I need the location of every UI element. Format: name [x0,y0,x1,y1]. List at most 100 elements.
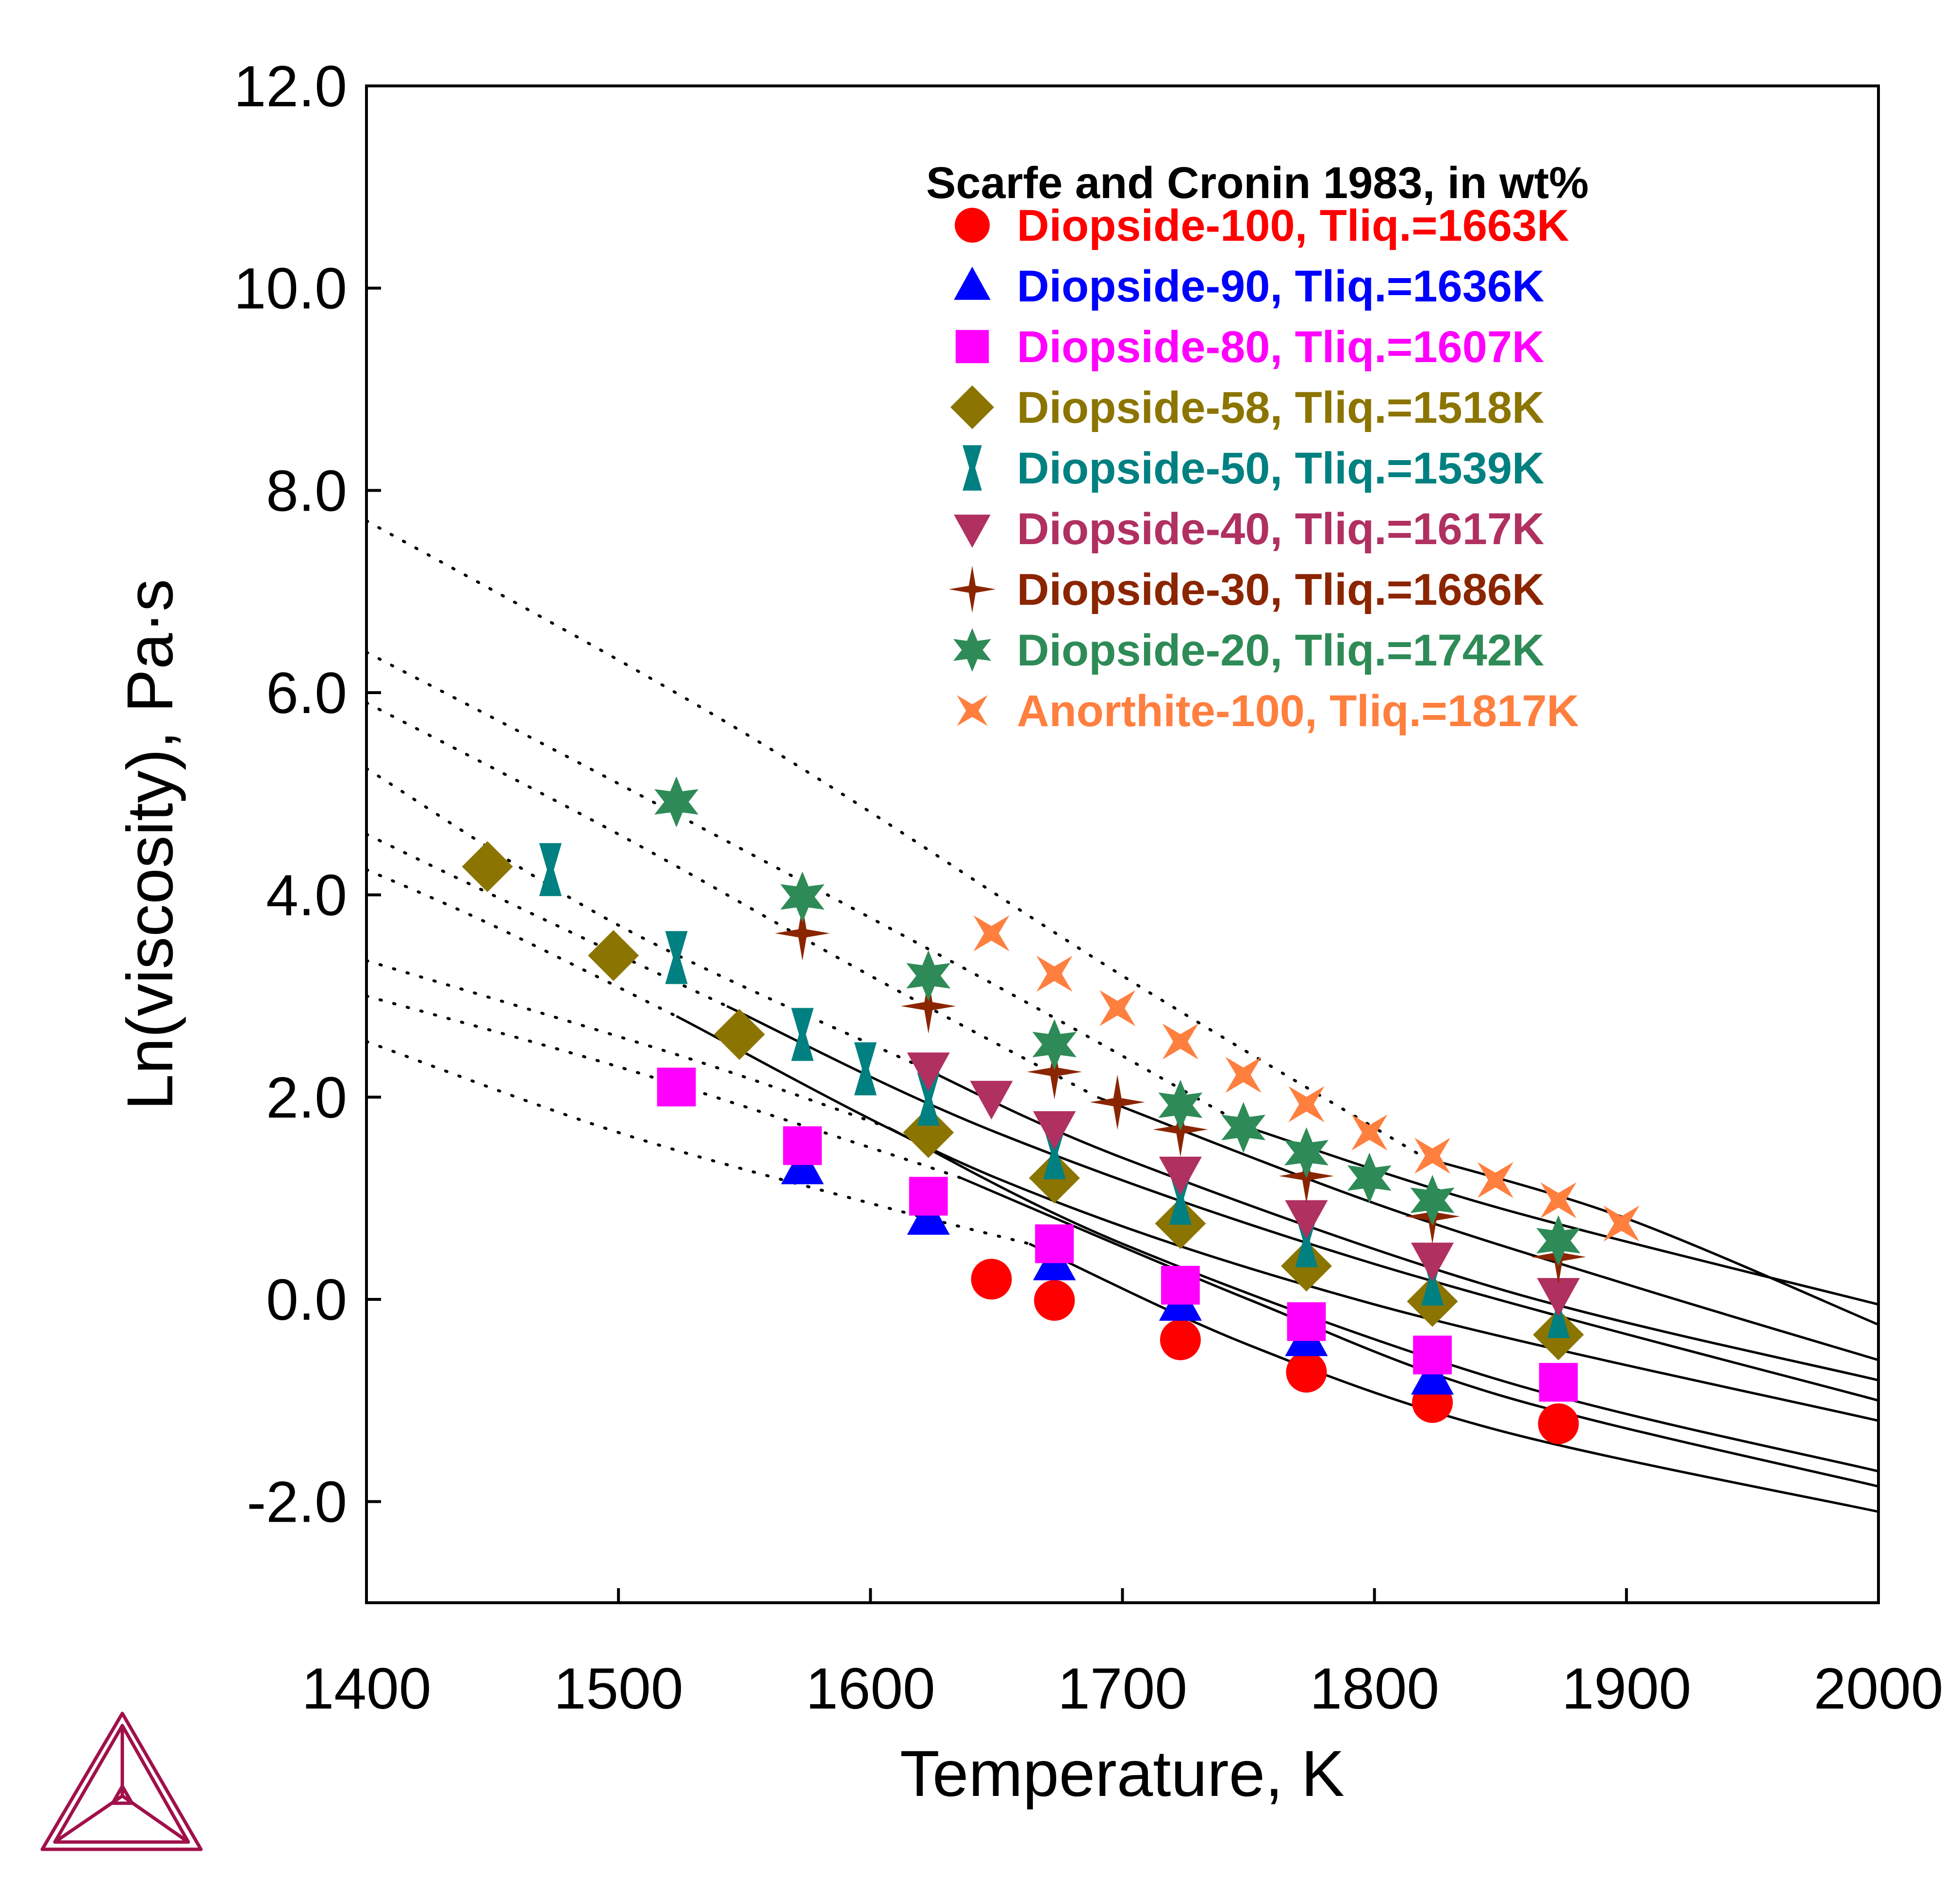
legend: Scarfe and Cronin 1983, in wt% Diopside-… [926,158,1589,736]
data-point [1536,1215,1581,1266]
data-point [1099,990,1136,1027]
data-point [909,1177,948,1216]
data-point [1286,1352,1327,1393]
fit-curve [920,1065,1879,1382]
x-tick-label: 1400 [302,1656,432,1721]
legend-label: Diopside-20, Tliq.=1742K [1017,626,1544,675]
data-point [1159,1156,1202,1196]
x-tick-label: 1700 [1058,1656,1187,1721]
data-point [1158,1079,1203,1131]
legend-marker [953,628,991,672]
fit-curve [1096,1096,1879,1362]
data-point [539,843,562,897]
data-point [1161,1265,1200,1305]
data-points [462,776,1640,1445]
legend-label: Diopside-58, Tliq.=1518K [1017,383,1544,432]
data-point [1347,1152,1392,1204]
data-point [903,1107,954,1158]
fit-curve [961,1177,1879,1488]
y-tick-label: 8.0 [266,458,347,523]
data-point [462,841,513,892]
thermo-logo-icon [40,1711,203,1851]
x-tick-label: 1800 [1310,1656,1439,1721]
data-point [1035,1224,1074,1263]
extrapolated-curve [365,767,923,1068]
data-point [1414,1138,1451,1174]
legend-label: Anorthite-100, Tliq.=1817K [1017,686,1579,736]
data-point [1413,1335,1452,1375]
fit-curves [365,519,1879,1513]
data-point [973,915,1010,951]
data-point [1284,1127,1329,1179]
data-point [1351,1114,1388,1151]
legend-label: Diopside-90, Tliq.=1636K [1017,262,1544,311]
data-point [1033,1111,1076,1150]
data-point [657,1067,696,1107]
data-point [1027,1044,1082,1099]
legend-label: Diopside-30, Tliq.=1686K [1017,565,1544,614]
data-point [1225,1057,1262,1093]
legend-marker [955,330,989,364]
legend-label: Diopside-80, Tliq.=1607K [1017,322,1544,372]
data-point [1537,1278,1580,1317]
data-point [665,931,688,984]
y-tick-label: 2.0 [266,1065,347,1130]
data-point [1160,1319,1201,1361]
legend-title: Scarfe and Cronin 1983, in wt% [926,158,1589,208]
data-point [1090,1075,1145,1130]
data-point [1032,1019,1077,1070]
legend-marker [948,565,996,613]
data-point [1162,1023,1199,1060]
legend-label: Diopside-40, Tliq.=1617K [1017,504,1544,554]
y-tick-label: -2.0 [247,1470,347,1535]
x-axis-title: Temperature, K [900,1738,1345,1810]
data-point [1411,1243,1454,1281]
x-tick-label: 1500 [554,1656,683,1721]
extrapolated-curve [365,650,1250,1129]
y-tick-label: 10.0 [233,256,347,321]
data-point [1036,956,1073,992]
data-point [907,1052,950,1092]
legend-marker [950,385,994,429]
legend-marker [954,266,991,300]
data-point [906,950,951,1001]
data-point [1539,1362,1578,1402]
data-point [971,1259,1012,1300]
legend-marker [963,445,982,491]
data-point [1221,1102,1266,1153]
data-point [1288,1086,1325,1123]
legend-marker [954,515,991,548]
data-point [1411,1356,1454,1395]
data-point [783,1126,822,1165]
data-point [1410,1175,1455,1226]
data-point [1540,1182,1577,1218]
fit-curve [1424,1156,1879,1326]
data-point [970,1080,1013,1120]
data-point [854,1042,877,1096]
data-point [917,1072,940,1126]
fit-curve [887,1126,1879,1473]
data-point [775,906,830,961]
extrapolated-curve [365,868,678,1018]
x-tick-label: 1900 [1561,1656,1691,1721]
y-axis-title: Ln(viscosity), Pa·s [114,579,186,1111]
fit-curve [676,1015,1879,1422]
y-tick-label: 4.0 [266,863,347,928]
y-tick-label: 6.0 [266,661,347,726]
legend-marker [957,695,988,726]
data-point [654,776,699,828]
data-point [1034,1280,1075,1321]
extrapolated-curve [365,519,1427,1160]
x-tick-label: 2000 [1814,1656,1943,1721]
legend-label: Diopside-100, Tliq.=1663K [1017,201,1569,250]
data-point [714,1009,765,1060]
legend-label: Diopside-50, Tliq.=1539K [1017,444,1544,493]
data-point [588,930,639,981]
data-point [901,979,956,1034]
data-point [1538,1403,1579,1445]
axis-ticks: 1400 1500 1600 1700 1800 1900 2000 -2.0 0.0 2.0 4.… [233,54,1943,1721]
y-tick-label: 12.0 [233,54,347,119]
legend-marker [955,208,990,243]
data-point [1603,1205,1640,1242]
